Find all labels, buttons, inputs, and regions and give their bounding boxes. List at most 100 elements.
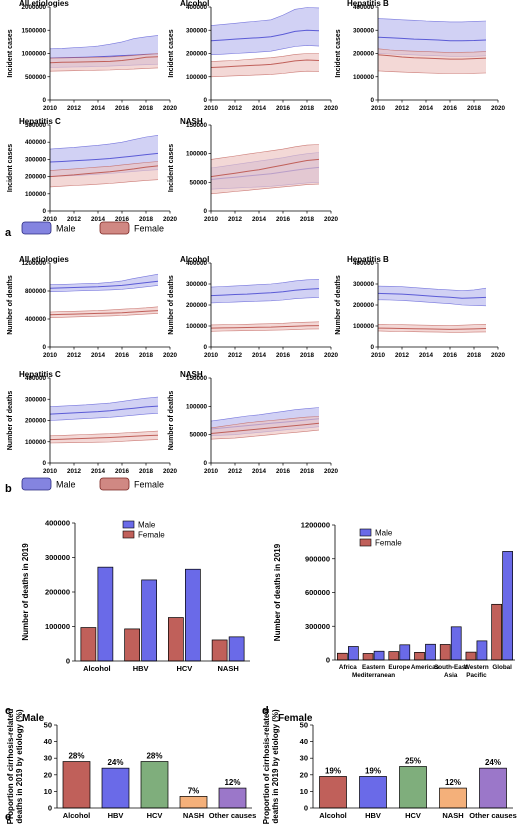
- x-tick-label: 2010: [43, 216, 58, 223]
- y-tick-label: 100000: [186, 403, 208, 410]
- series-line-male: [49, 405, 159, 415]
- bar: [101, 767, 130, 809]
- bar: [399, 766, 427, 809]
- y-tick-label: 100000: [186, 74, 208, 81]
- ci-lower-male: [210, 297, 320, 304]
- bar-panel-c: Alcohol HBV HCV NASH 0 100000 200000 300000 4000…: [21, 519, 250, 673]
- y-axis-label: Number of deaths: [168, 275, 175, 335]
- x-tick-label: 2018: [139, 352, 154, 359]
- legend-swatch-female: [359, 538, 372, 547]
- bar-male: [373, 650, 385, 661]
- x-tick-label: 2016: [276, 105, 291, 112]
- y-tick-label: 300000: [353, 281, 375, 288]
- bar-male: [141, 579, 157, 662]
- y-tick-label: 100000: [25, 439, 47, 446]
- series-line-female: [210, 422, 320, 434]
- category-label: Eastern: [362, 664, 385, 671]
- ci-lower-male: [49, 413, 159, 421]
- x-tick-label: 2018: [300, 352, 315, 359]
- y-tick-label: 0: [66, 657, 70, 666]
- x-tick-label: 2016: [443, 352, 458, 359]
- x-tick-label: 2014: [91, 105, 106, 112]
- bar-female: [80, 627, 97, 662]
- x-tick-label: 2012: [67, 216, 82, 223]
- y-tick-label: 50000: [189, 432, 207, 439]
- x-tick-label: 2020: [324, 216, 339, 223]
- x-tick-label: 2020: [491, 352, 506, 359]
- chart-title: Hepatitis C: [19, 117, 61, 126]
- y-tick-label: 800000: [25, 288, 47, 295]
- category-label: Africa: [339, 664, 357, 671]
- y-tick-label: 400000: [25, 316, 47, 323]
- x-tick-label: 2010: [43, 352, 58, 359]
- x-tick-label: 2016: [115, 216, 130, 223]
- y-axis-label-line: Proportion of cirrhosis-related: [262, 709, 271, 825]
- x-tick-label: 2014: [419, 105, 434, 112]
- y-tick-label: 900000: [305, 554, 330, 563]
- y-tick-label: 0: [42, 344, 46, 351]
- ci-band-female: [211, 144, 319, 194]
- ci-upper-female: [210, 53, 319, 62]
- bar: [62, 761, 91, 809]
- ci-lower-male: [49, 285, 159, 292]
- y-tick-label: 200000: [25, 418, 47, 425]
- ci-band-male: [378, 18, 486, 57]
- category-label: Mediterranean: [352, 672, 395, 679]
- ci-upper-male: [49, 135, 159, 150]
- line-panel-b_alc: 0 100000 200000 300000 400000 2010 2012 2014 201…: [168, 255, 338, 359]
- x-tick-label: 2012: [228, 216, 243, 223]
- x-tick-label: 2010: [204, 105, 219, 112]
- x-tick-label: 2020: [324, 105, 339, 112]
- category-label: South-East: [434, 664, 468, 671]
- bar-female: [124, 628, 140, 662]
- series-line-female: [377, 54, 487, 60]
- y-tick-label: 300000: [45, 553, 70, 562]
- category-label: Western: [464, 664, 489, 671]
- x-tick-label: 2014: [91, 352, 106, 359]
- legend-label-male: Male: [375, 529, 393, 538]
- y-tick-label: 150000: [186, 122, 208, 129]
- ci-lower-male: [377, 299, 487, 307]
- bar: [218, 787, 247, 809]
- chart-title: Hepatitis B: [347, 255, 389, 264]
- y-tick-label: 400000: [186, 4, 208, 11]
- ci-band-female: [211, 321, 319, 332]
- ci-band-female: [378, 324, 486, 333]
- panel-letter-d: d: [262, 705, 269, 717]
- x-tick-label: 2010: [204, 352, 219, 359]
- series-line-female: [377, 327, 487, 330]
- y-tick-label: 200000: [353, 51, 375, 58]
- ci-upper-female: [210, 416, 320, 429]
- ci-upper-male: [49, 396, 159, 407]
- category-label: Global: [492, 664, 512, 671]
- bar-female: [388, 651, 400, 661]
- data-label: 19%: [325, 766, 341, 775]
- x-tick-label: 2010: [204, 216, 219, 223]
- x-tick-label: 2018: [139, 468, 154, 475]
- legend-swatch-male: [122, 520, 135, 529]
- x-tick-label: 2014: [252, 352, 267, 359]
- bar-panel-e_female: 19% Alcohol 19% HBV 25% HCV 12% NASH 24% Other ca…: [262, 709, 517, 825]
- data-label: 28%: [68, 752, 84, 761]
- x-tick-label: 2018: [300, 216, 315, 223]
- x-tick-label: 2012: [228, 468, 243, 475]
- ci-upper-male: [210, 279, 320, 288]
- bar-male: [502, 551, 513, 661]
- y-tick-label: 1500000: [21, 27, 46, 34]
- y-tick-label: 10: [300, 787, 308, 796]
- y-tick-label: 100000: [353, 74, 375, 81]
- y-axis-label: Incident cases: [7, 29, 14, 77]
- bar-panel-e_male: 28% Alcohol 24% HBV 28% HCV 7% NASH 12% Other cau…: [6, 709, 256, 825]
- ci-upper-male: [377, 18, 487, 23]
- chart-title: Hepatitis C: [19, 370, 61, 379]
- ci-lower-female: [49, 67, 159, 72]
- bar: [319, 776, 347, 809]
- x-tick-label: 2016: [115, 468, 130, 475]
- y-tick-label: 100000: [186, 151, 208, 158]
- ci-upper-female: [210, 144, 320, 160]
- y-tick-label: 50: [44, 721, 52, 730]
- ci-band-female: [211, 416, 319, 440]
- bar-male: [185, 568, 201, 662]
- legend-swatch-female: [99, 221, 130, 235]
- legend-label-female: Female: [138, 531, 165, 540]
